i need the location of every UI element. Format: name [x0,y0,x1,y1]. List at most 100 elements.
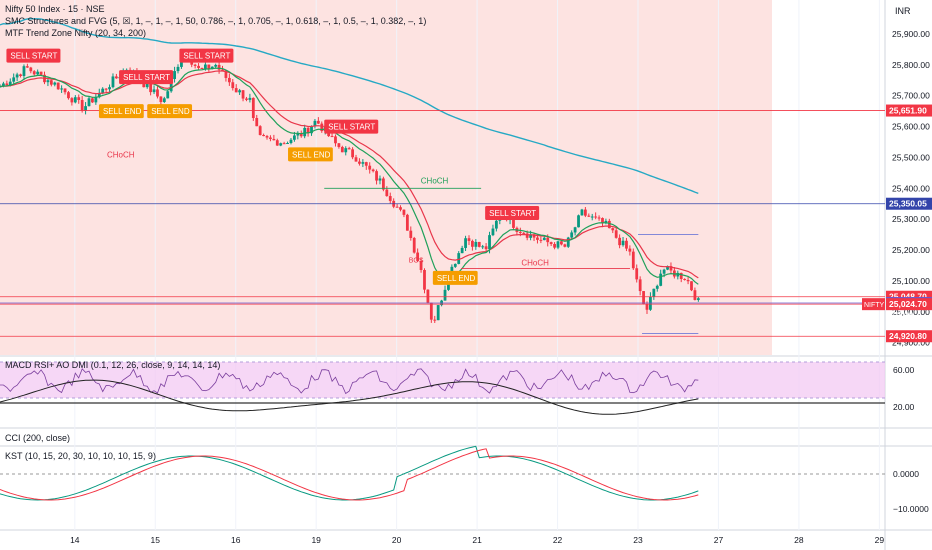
sell-end-label: SELL END [151,107,190,116]
candle-body [296,133,300,136]
candle-body [238,90,242,93]
candle-body [227,77,231,83]
candle-body [169,79,173,92]
candle-body [344,148,348,153]
candle-body [39,71,43,75]
candle-body [453,263,457,267]
symbol-tag [862,298,885,311]
candle-body [200,68,204,70]
y-tick-label: 25,200.00 [892,245,930,255]
candle-body [659,273,663,286]
candle-body [173,71,176,80]
candle-body [80,99,84,111]
sell-start-label: SELL START [123,73,170,82]
macd-tick-label: 60.00 [893,365,915,375]
candle-body [25,66,29,68]
candle-body [683,278,687,280]
candle-body [409,230,413,238]
sell-start-label-bg [6,48,61,63]
indicator-mtf-label[interactable]: MTF Trend Zone Nifty (20, 34, 200) [5,28,147,38]
candle-body [162,98,166,102]
kst-tick-label: 0.0000 [893,469,919,479]
candle-body [467,238,471,241]
candle-body [477,241,481,247]
candle-body [491,228,495,236]
candle-body [471,240,474,247]
candle-body [529,234,533,238]
candle-body [293,135,296,140]
candle-body [676,272,680,277]
candle-body [15,74,19,78]
x-tick-label: 15 [151,535,161,545]
candle-body [481,246,485,248]
candle-body [104,88,108,90]
x-tick-label: 14 [70,535,80,545]
x-tick-label: 22 [553,535,563,545]
candle-body [49,80,53,85]
candle-body [618,237,622,246]
candle-body [655,285,659,289]
y-tick-label: 25,100.00 [892,276,930,286]
candle-body [464,238,467,248]
candle-body [245,98,248,100]
currency-label[interactable]: INR [895,6,911,16]
candle-body [313,120,317,127]
candle-body [399,207,402,210]
candle-body [382,178,385,190]
candle-body [217,64,221,70]
x-tick-label: 28 [794,535,804,545]
candle-body [145,82,149,88]
indicator-smc-label[interactable]: SMC Structures and FVG (5, ☒, 1, –, 1, –… [5,16,427,26]
candle-body [388,196,392,201]
candle-body [679,272,683,279]
candle-body [638,279,642,292]
candle-body [351,149,354,158]
candle-body [696,298,700,300]
kst-signal-line [0,448,699,501]
candle-body [275,140,279,146]
sell-start-label: SELL START [328,123,375,132]
candle-body [625,240,628,249]
candle-body [542,237,546,241]
x-tick-label: 19 [311,535,321,545]
y-tick-label: 25,000.00 [892,307,930,317]
candle-body [573,227,577,233]
macd-line [0,379,699,415]
macd-pane-label[interactable]: MACD RSI+ AO DMI (0.1, 12, 26, close, 9,… [5,360,221,370]
candle-body [614,230,618,238]
candle-body [539,239,543,241]
candle-body [525,233,529,238]
candle-body [597,217,601,219]
sell-end-label-bg [98,104,144,119]
sell-start-label-bg [485,206,540,220]
candle-body [546,237,550,243]
candle-body [354,157,358,162]
candle-body [2,83,5,87]
x-tick-label: 20 [392,535,402,545]
y-tick-label: 25,500.00 [892,152,930,162]
candle-body [358,161,361,164]
cci-pane-label[interactable]: CCI (200, close) [5,433,71,443]
candle-body [91,98,94,103]
sell-start-label-bg [179,48,234,63]
candle-body [594,216,598,218]
candle-body [156,89,159,97]
symbol-title[interactable]: Nifty 50 Index · 15 · NSE [5,4,105,14]
candle-body [583,209,587,216]
candle-body [197,65,200,69]
candle-body [114,76,118,79]
candle-body [142,81,146,88]
candle-body [426,289,430,303]
ma-34-line [0,67,699,285]
candle-body [29,67,33,72]
candle-body [536,237,539,240]
candle-body [429,302,433,320]
choch-label: CHoCH [107,150,135,159]
candle-body [628,248,632,252]
candle-body [522,232,526,234]
kst-pane-label[interactable]: KST (10, 15, 20, 30, 10, 10, 10, 15, 9) [5,451,156,461]
macd-tick-label: 20.00 [893,402,915,412]
candle-body [402,209,406,215]
candle-body [159,96,163,102]
